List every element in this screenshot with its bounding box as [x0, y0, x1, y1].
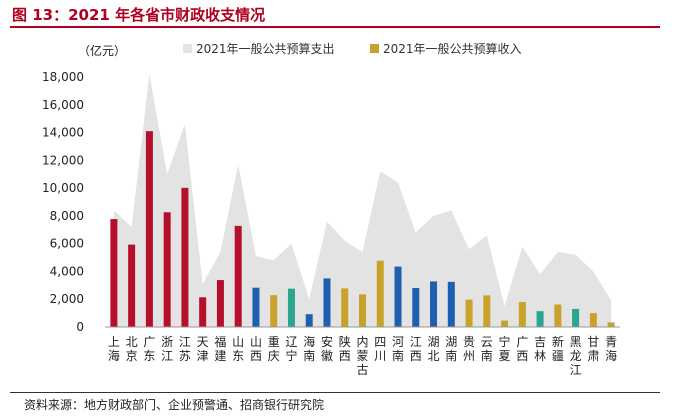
area-layer — [113, 74, 612, 327]
category-label: 海南 — [303, 334, 315, 363]
category-label: 江西 — [410, 335, 422, 363]
revenue-bar-14 — [341, 288, 349, 327]
category-label: 浙江 — [161, 335, 173, 363]
category-label: 黑龙江 — [570, 335, 582, 377]
revenue-bar-7 — [216, 280, 224, 327]
y-tick-label: 10,000 — [42, 181, 84, 195]
revenue-bar-11 — [287, 288, 295, 327]
category-label: 陕西 — [339, 334, 351, 363]
category-label: 吉林 — [534, 335, 546, 363]
category-label: 宁夏 — [499, 334, 511, 363]
unit-label: （亿元） — [78, 43, 126, 58]
title-rule — [10, 26, 660, 28]
legend-label-revenue: 2021年一般公共预算收入 — [383, 41, 522, 56]
y-tick-label: 2,000 — [50, 292, 84, 306]
category-label: 山西 — [250, 335, 262, 363]
revenue-bar-3 — [145, 131, 153, 327]
category-label: 江苏 — [179, 335, 191, 363]
revenue-bar-28 — [589, 313, 597, 327]
figure-title: 图 13：2021 年各省市财政收支情况 — [12, 6, 266, 24]
revenue-bar-25 — [536, 311, 544, 327]
bar-layer — [110, 131, 615, 327]
category-label: 广西 — [516, 335, 528, 363]
category-label: 湖北 — [428, 334, 440, 363]
y-tick-label: 12,000 — [42, 153, 84, 167]
revenue-bar-19 — [430, 281, 438, 327]
revenue-bar-13 — [323, 278, 331, 327]
revenue-bar-22 — [483, 295, 491, 327]
y-tick-label: 16,000 — [42, 98, 84, 112]
category-label: 辽宁 — [285, 335, 297, 363]
category-label: 湖南 — [445, 334, 457, 363]
revenue-bar-18 — [412, 287, 420, 327]
category-label: 贵州 — [463, 335, 475, 363]
revenue-bar-12 — [305, 314, 313, 327]
revenue-bar-20 — [447, 281, 455, 327]
revenue-bar-27 — [572, 308, 580, 327]
legend-label-expenditure: 2021年一般公共预算支出 — [196, 41, 335, 56]
revenue-bar-29 — [607, 322, 615, 327]
category-label: 安徽 — [321, 334, 333, 363]
revenue-bar-17 — [394, 266, 402, 327]
revenue-bar-9 — [252, 287, 260, 327]
y-tick-label: 6,000 — [50, 237, 84, 251]
expenditure-area — [113, 74, 612, 327]
y-tick-label: 0 — [76, 320, 84, 334]
y-tick-label: 18,000 — [42, 70, 84, 84]
y-tick-label: 14,000 — [42, 126, 84, 140]
y-tick-label: 4,000 — [50, 264, 84, 278]
y-tick-labels: 0 2,000 4,000 6,000 8,000 10,000 12,000 14,000 1… — [42, 70, 84, 334]
revenue-bar-10 — [270, 295, 278, 327]
category-label: 广东 — [143, 335, 155, 363]
revenue-bar-16 — [376, 260, 384, 327]
revenue-bar-6 — [199, 297, 207, 327]
category-label: 河南 — [392, 335, 404, 363]
revenue-bar-21 — [465, 299, 473, 327]
category-label: 福建 — [214, 334, 226, 363]
revenue-bar-26 — [554, 304, 562, 327]
category-label: 四川 — [374, 335, 386, 363]
category-label: 云南 — [481, 335, 493, 363]
category-label: 北京 — [126, 335, 138, 363]
legend-swatch-revenue — [370, 44, 379, 53]
category-label: 新疆 — [552, 334, 564, 363]
revenue-bar-4 — [163, 212, 171, 327]
footer-rule — [10, 392, 660, 393]
revenue-bar-5 — [181, 187, 189, 327]
category-label: 青海 — [605, 335, 617, 363]
revenue-bar-2 — [128, 244, 136, 327]
category-label: 上海 — [108, 335, 120, 363]
category-label: 山东 — [232, 335, 244, 363]
source-note: 资料来源：地方财政部门、企业预警通、招商银行研究院 — [24, 398, 325, 412]
chart: 0 2,000 4,000 6,000 8,000 10,000 12,000 14,000 1… — [42, 41, 620, 377]
category-label: 天津 — [197, 335, 209, 363]
category-labels: 上海北京广东浙江江苏天津福建山东山西重庆辽宁海南安徽陕西内蒙古四川河南江西湖北湖… — [108, 334, 617, 377]
revenue-bar-1 — [110, 219, 118, 327]
legend: 2021年一般公共预算支出 2021年一般公共预算收入 — [183, 41, 522, 56]
revenue-bar-23 — [501, 320, 509, 327]
legend-swatch-expenditure — [183, 44, 192, 53]
category-label: 重庆 — [268, 335, 280, 363]
revenue-bar-24 — [518, 302, 526, 327]
revenue-bar-15 — [359, 294, 366, 327]
revenue-bar-8 — [234, 225, 242, 327]
category-label: 甘肃 — [587, 335, 599, 363]
y-tick-label: 8,000 — [50, 209, 84, 223]
category-label: 内蒙古 — [356, 335, 368, 377]
